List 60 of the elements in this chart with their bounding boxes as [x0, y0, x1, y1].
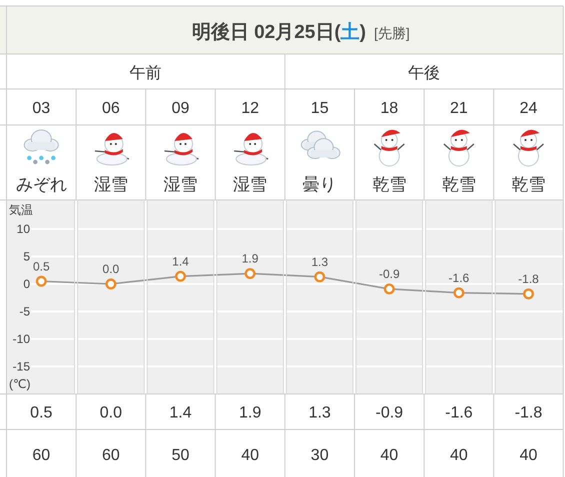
data-label: 1.4 [169, 404, 192, 422]
text: -1.8 [518, 272, 539, 286]
data-label: -1.6 [445, 404, 473, 422]
x-tick-label: 24 [520, 100, 538, 117]
x-tick-label: 21 [450, 100, 468, 117]
data-label: 1.3 [308, 404, 331, 422]
y-tick-label: 0 [23, 277, 30, 291]
text: 1.4 [172, 254, 189, 268]
text: 湿雪 [94, 175, 128, 194]
y-tick-label: -10 [12, 332, 30, 346]
point [105, 278, 116, 290]
text: 50 [172, 447, 190, 464]
text: 乾雪 [512, 175, 546, 194]
chart-title: 明後日 02月25日(土) [192, 21, 366, 43]
y-axis-title: 気温 [9, 203, 33, 217]
text: 0.5 [32, 259, 50, 274]
text: 1.9 [242, 252, 258, 266]
y-tick-label: 5 [23, 250, 30, 264]
text: -0.9 [378, 266, 400, 281]
point [314, 271, 326, 282]
x-tick-label: 06 [102, 100, 120, 117]
y-tick-label: 10 [16, 222, 30, 236]
text: 午後 [408, 64, 440, 82]
text: 30 [310, 447, 329, 464]
point [453, 287, 464, 298]
point [523, 288, 534, 300]
x-tick-label: 12 [241, 100, 260, 117]
text: 60 [102, 447, 120, 464]
text: 40 [380, 447, 398, 464]
text: 40 [520, 447, 538, 464]
x-tick-label: 18 [380, 100, 398, 117]
data-label: -0.9 [376, 404, 404, 422]
text: 湿雪 [233, 175, 268, 194]
text: 乾雪 [372, 175, 406, 194]
text: (℃) [9, 377, 30, 391]
x-tick-label: 03 [32, 100, 50, 117]
x-tick-label: 09 [172, 100, 190, 117]
point [384, 284, 395, 294]
text: 1.3 [311, 254, 328, 269]
y-tick-label: -5 [19, 304, 30, 318]
data-label: -1.8 [514, 404, 542, 422]
point [244, 268, 256, 279]
text: 40 [241, 447, 260, 464]
text: 0.0 [102, 262, 120, 276]
text: 曇り [302, 175, 337, 194]
x-tick-label: 15 [310, 100, 329, 117]
data-label: 0.0 [100, 404, 122, 422]
data-label: 1.9 [238, 404, 262, 422]
text: 40 [450, 447, 468, 464]
text: 乾雪 [442, 175, 476, 194]
text: -1.6 [448, 270, 470, 285]
chart-subtitle: [先勝] [374, 25, 410, 41]
point [175, 270, 186, 282]
text: 60 [32, 447, 50, 464]
text: みぞれ [16, 175, 67, 194]
text: 午前 [130, 64, 162, 82]
point [36, 276, 47, 287]
y-tick-label: -15 [12, 360, 30, 374]
data-label: 0.5 [30, 404, 53, 422]
text: 湿雪 [164, 175, 198, 194]
